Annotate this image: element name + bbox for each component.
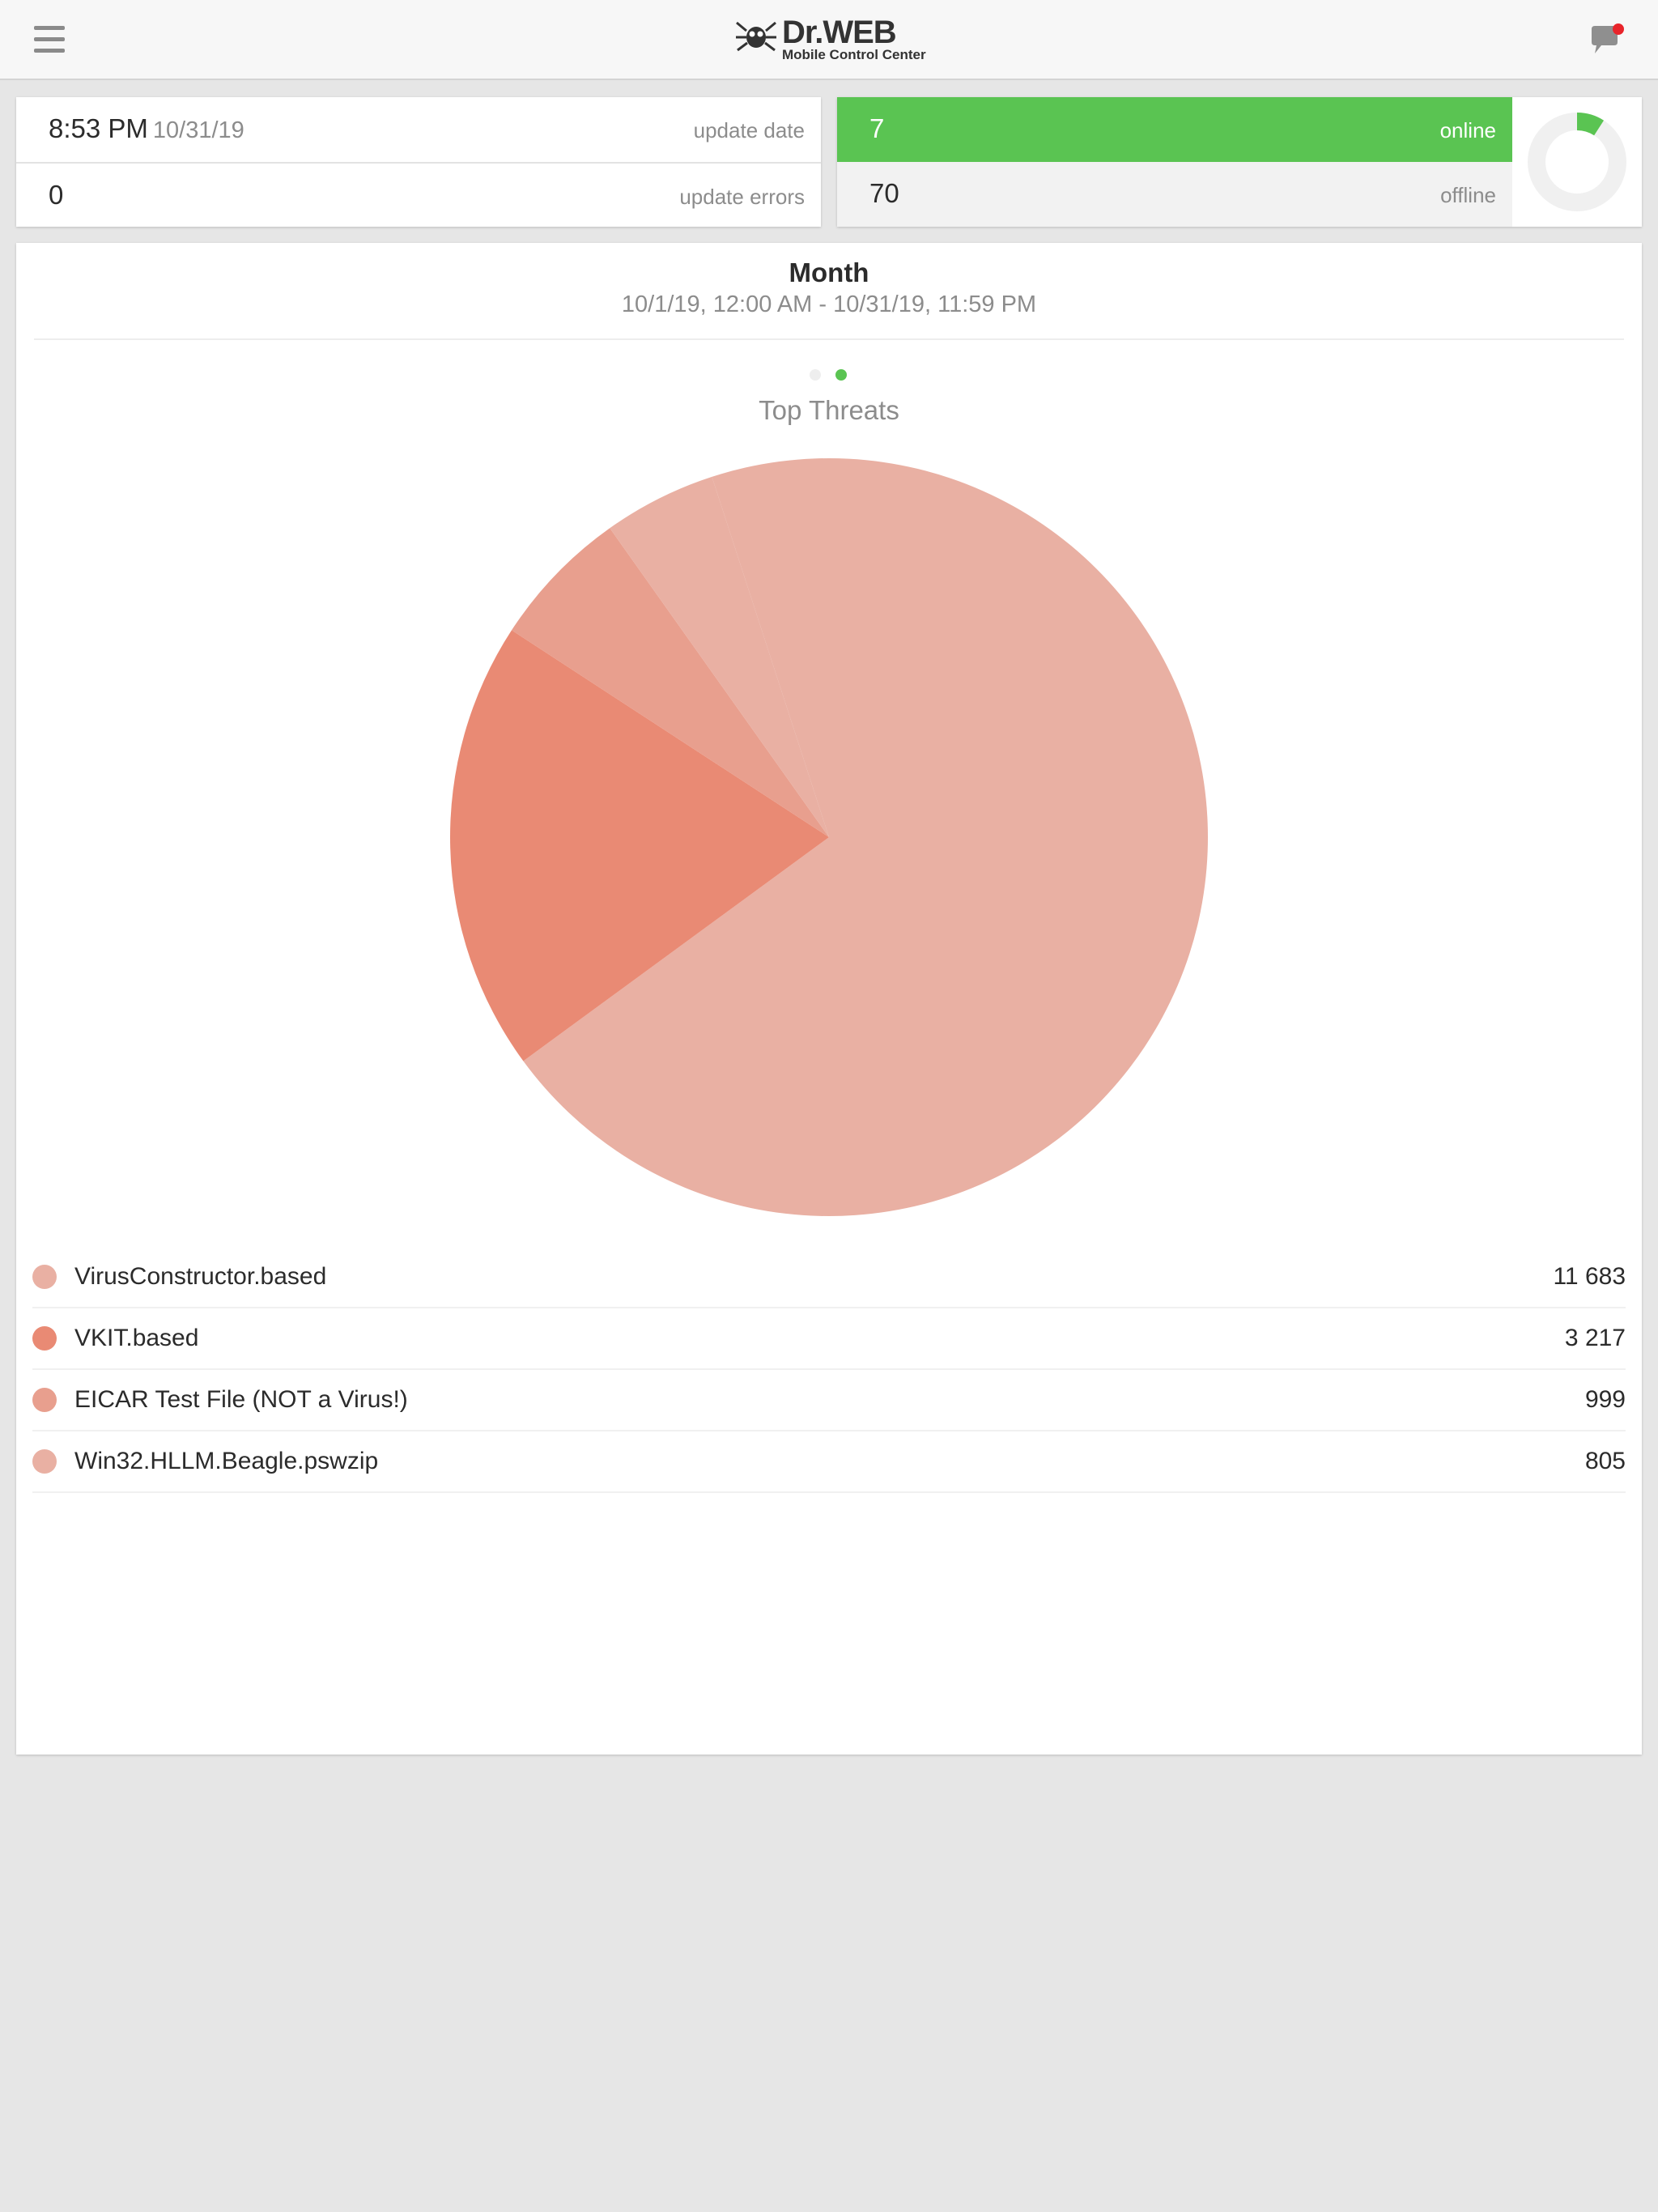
legend-item[interactable]: VKIT.based 3 217	[32, 1308, 1626, 1370]
online-row[interactable]: 7 online	[837, 97, 1512, 162]
legend-swatch	[32, 1326, 57, 1351]
update-date: 10/31/19	[152, 117, 244, 143]
chart-title: Top Threats	[759, 395, 899, 425]
online-donut-chart	[1528, 113, 1626, 211]
offline-label: offline	[1440, 183, 1496, 207]
period-range: 10/1/19, 12:00 AM - 10/31/19, 11:59 PM	[621, 291, 1037, 317]
legend-value: 3 217	[1564, 1325, 1626, 1351]
legend-label: VirusConstructor.based	[74, 1263, 327, 1290]
legend-value: 805	[1584, 1448, 1626, 1474]
spider-logo-icon	[736, 21, 776, 52]
chat-icon[interactable]	[1587, 21, 1627, 58]
update-card: 8:53 PM 10/31/19 update date 0 update err…	[16, 97, 821, 227]
notification-badge	[1613, 23, 1624, 35]
update-errors-count: 0	[49, 180, 64, 210]
threats-card: Month 10/1/19, 12:00 AM - 10/31/19, 11:5…	[16, 243, 1642, 1755]
update-date-row: 8:53 PM 10/31/19 update date	[16, 97, 821, 162]
update-errors-row: 0 update errors	[16, 162, 821, 227]
legend-swatch	[32, 1265, 57, 1289]
page-indicator[interactable]	[810, 369, 858, 382]
brand-subtitle: Mobile Control Center	[782, 47, 926, 62]
legend-item[interactable]: VirusConstructor.based 11 683	[32, 1247, 1626, 1308]
online-donut-arc	[1528, 113, 1626, 211]
legend-item[interactable]: Win32.HLLM.Beagle.pswzip 805	[32, 1431, 1626, 1493]
pie-slice-1[interactable]	[523, 458, 1209, 1216]
pie-slice-3[interactable]	[512, 528, 829, 837]
page-dot-2[interactable]	[835, 369, 847, 381]
legend-value: 11 683	[1553, 1263, 1626, 1290]
divider	[34, 338, 1624, 340]
menu-icon[interactable]	[34, 26, 65, 53]
devices-card[interactable]: 7 online 70 offline	[837, 97, 1642, 227]
period-title[interactable]: Month	[789, 257, 869, 287]
update-time: 8:53 PM	[49, 113, 148, 143]
online-label: online	[1439, 118, 1496, 143]
legend-swatch	[32, 1449, 57, 1474]
offline-count: 70	[869, 178, 899, 208]
threats-legend: VirusConstructor.based 11 683 VKIT.based 3 …	[32, 1247, 1626, 1493]
app-logo: Dr.WEB Mobile Control Center	[735, 15, 929, 65]
pie-slice-2[interactable]	[450, 630, 829, 1061]
online-count: 7	[869, 113, 885, 143]
offline-row[interactable]: 70 offline	[837, 162, 1512, 227]
update-errors-label: update errors	[679, 185, 805, 209]
top-bar: Dr.WEB Mobile Control Center	[0, 0, 1658, 80]
legend-swatch	[32, 1388, 57, 1412]
legend-label: EICAR Test File (NOT a Virus!)	[74, 1386, 408, 1413]
top-threats-pie-chart	[450, 458, 1209, 1216]
page-dot-1[interactable]	[810, 369, 821, 381]
update-date-label: update date	[693, 118, 805, 143]
legend-label: VKIT.based	[74, 1325, 199, 1351]
legend-item[interactable]: EICAR Test File (NOT a Virus!) 999	[32, 1370, 1626, 1431]
pie-slice-4[interactable]	[610, 476, 829, 837]
legend-value: 999	[1584, 1386, 1626, 1413]
legend-label: Win32.HLLM.Beagle.pswzip	[74, 1448, 379, 1474]
brand-name: Dr.WEB	[782, 15, 897, 50]
